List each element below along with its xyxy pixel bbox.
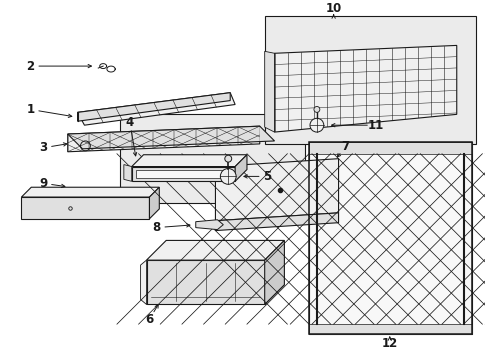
Polygon shape (149, 187, 159, 219)
Text: 1: 1 (26, 103, 34, 116)
Text: 7: 7 (341, 140, 349, 153)
Polygon shape (274, 45, 456, 132)
Polygon shape (78, 93, 230, 121)
Text: 11: 11 (367, 119, 384, 132)
Bar (135, 170, 231, 178)
Text: 9: 9 (39, 177, 47, 190)
Circle shape (220, 168, 236, 184)
Text: 12: 12 (381, 337, 397, 350)
Polygon shape (67, 126, 274, 149)
Polygon shape (264, 51, 274, 132)
Circle shape (224, 155, 231, 162)
Bar (310, 154, 468, 324)
Polygon shape (131, 167, 235, 181)
Bar (308, 324, 470, 334)
Text: 4: 4 (125, 116, 134, 129)
Text: 2: 2 (26, 60, 34, 73)
Polygon shape (21, 187, 159, 197)
Polygon shape (146, 285, 284, 305)
Polygon shape (131, 155, 246, 167)
Bar (308, 142, 470, 334)
Text: 10: 10 (325, 3, 341, 15)
Polygon shape (21, 197, 149, 219)
Circle shape (309, 118, 323, 132)
Polygon shape (235, 155, 246, 181)
Bar (308, 142, 470, 334)
Text: 5: 5 (263, 170, 271, 183)
Polygon shape (215, 159, 338, 221)
Text: 6: 6 (145, 313, 153, 326)
Polygon shape (67, 126, 259, 152)
Polygon shape (78, 93, 235, 125)
Text: 3: 3 (39, 141, 47, 154)
Polygon shape (264, 240, 284, 305)
Polygon shape (146, 240, 284, 260)
Bar (264, 16, 475, 144)
Polygon shape (146, 260, 264, 305)
Polygon shape (123, 165, 131, 181)
Text: 8: 8 (152, 221, 160, 234)
Polygon shape (141, 260, 146, 305)
Polygon shape (195, 220, 223, 230)
Bar (308, 142, 470, 154)
Polygon shape (215, 213, 338, 230)
Bar (120, 114, 305, 203)
Circle shape (313, 107, 319, 112)
